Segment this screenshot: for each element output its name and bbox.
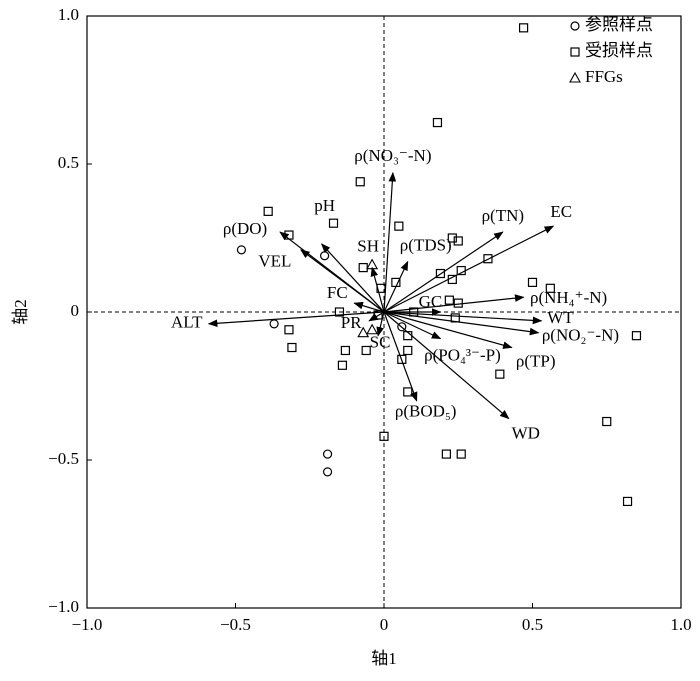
vector-arrow [370, 266, 385, 313]
point-square [447, 233, 457, 243]
point-square [361, 345, 371, 356]
point-circle [320, 251, 330, 261]
vector-arrow [320, 243, 385, 313]
vector-label: ρ(DO) [223, 219, 267, 238]
point-square [263, 206, 273, 216]
vector-label: ρ(TN) [482, 206, 524, 225]
vector-label: SH [357, 237, 379, 256]
vector-label: ρ(NO₃⁻-N) [354, 146, 431, 165]
point-square [518, 23, 529, 33]
y-tick-label: 0 [71, 301, 80, 320]
vector-label: ρ(BOD₅) [395, 402, 457, 421]
legend-marker [570, 21, 580, 31]
point-circle [236, 245, 247, 255]
point-square [403, 345, 413, 356]
point-square [287, 342, 297, 353]
point-square [495, 369, 505, 379]
legend-label: FFGs [585, 67, 623, 86]
point-circle [322, 467, 333, 477]
point-circle [322, 449, 333, 459]
vector-label: ρ(PO₄³⁻-P) [424, 346, 501, 365]
vector-label: pH [314, 196, 335, 215]
point-square [453, 236, 463, 246]
point-triangle [366, 323, 379, 335]
vector-label: SC [370, 333, 391, 352]
x-tick-label: −0.5 [220, 615, 251, 634]
point-square [483, 254, 493, 264]
point-square [435, 268, 446, 279]
x-axis-label: 轴1 [371, 649, 397, 668]
point-square [545, 283, 555, 293]
x-tick-label: 1.0 [670, 615, 691, 634]
vector-arrow [383, 311, 543, 325]
vector-label: ρ(NO₂⁻-N) [542, 326, 619, 345]
point-square [391, 277, 401, 287]
vector-arrow [207, 311, 385, 328]
vector-arrow [383, 225, 555, 313]
y-tick-label: −1.0 [48, 597, 79, 616]
vector-label: EC [550, 202, 572, 221]
point-square [358, 263, 368, 273]
point-square [432, 117, 443, 128]
point-circle [269, 319, 279, 329]
point-square [355, 177, 365, 187]
point-square [456, 265, 466, 276]
point-square [444, 295, 454, 305]
point-square [373, 310, 383, 320]
x-tick-label: −1.0 [72, 615, 103, 634]
vector-arrow [383, 311, 418, 402]
point-square [631, 331, 642, 341]
point-square [397, 354, 407, 364]
point-square [284, 325, 294, 335]
vector-arrow [376, 311, 385, 337]
vector-arrow [383, 231, 504, 313]
x-tick-label: 0.5 [522, 615, 543, 634]
point-square [379, 431, 389, 441]
point-square [450, 313, 460, 323]
point-square [284, 230, 294, 240]
point-square [376, 283, 386, 293]
legend-marker [569, 71, 581, 83]
vector-label: VEL [258, 252, 291, 271]
y-tick-label: 1.0 [58, 5, 79, 24]
point-square [328, 218, 339, 228]
point-square [447, 274, 457, 285]
vector-label: ALT [171, 313, 203, 332]
legend-label: 参照样点 [585, 15, 653, 34]
vector-label: ρ(TP) [516, 351, 556, 370]
point-circle [397, 322, 407, 332]
point-square [602, 416, 612, 427]
legend-marker [570, 47, 580, 57]
point-square [453, 298, 463, 308]
legend-label: 受损样点 [585, 41, 653, 60]
point-square [409, 307, 419, 317]
point-square [340, 345, 350, 356]
vector-label: FC [327, 283, 348, 302]
point-triangle [366, 258, 379, 270]
vector-arrow [300, 249, 385, 313]
vector-label: ρ(NH₄⁺-N) [530, 288, 607, 307]
point-square [527, 277, 538, 287]
vector-label: ρ(TDS) [400, 236, 452, 255]
point-square [337, 360, 348, 370]
y-axis-label: 轴2 [11, 299, 30, 325]
y-tick-label: −0.5 [48, 449, 79, 468]
vector-arrow [383, 311, 513, 349]
point-square [456, 449, 466, 459]
point-triangle [357, 326, 370, 338]
point-square [403, 387, 413, 397]
vector-label: WT [547, 308, 574, 327]
point-square [622, 496, 633, 507]
vector-label: WD [512, 423, 540, 442]
y-tick-label: 0.5 [58, 153, 79, 172]
vector-label: PR [341, 313, 362, 332]
point-square [334, 307, 345, 317]
point-square [441, 449, 451, 459]
x-tick-label: 0 [380, 615, 389, 634]
point-square [394, 221, 404, 231]
vector-arrow [383, 311, 442, 340]
point-square [403, 331, 413, 341]
